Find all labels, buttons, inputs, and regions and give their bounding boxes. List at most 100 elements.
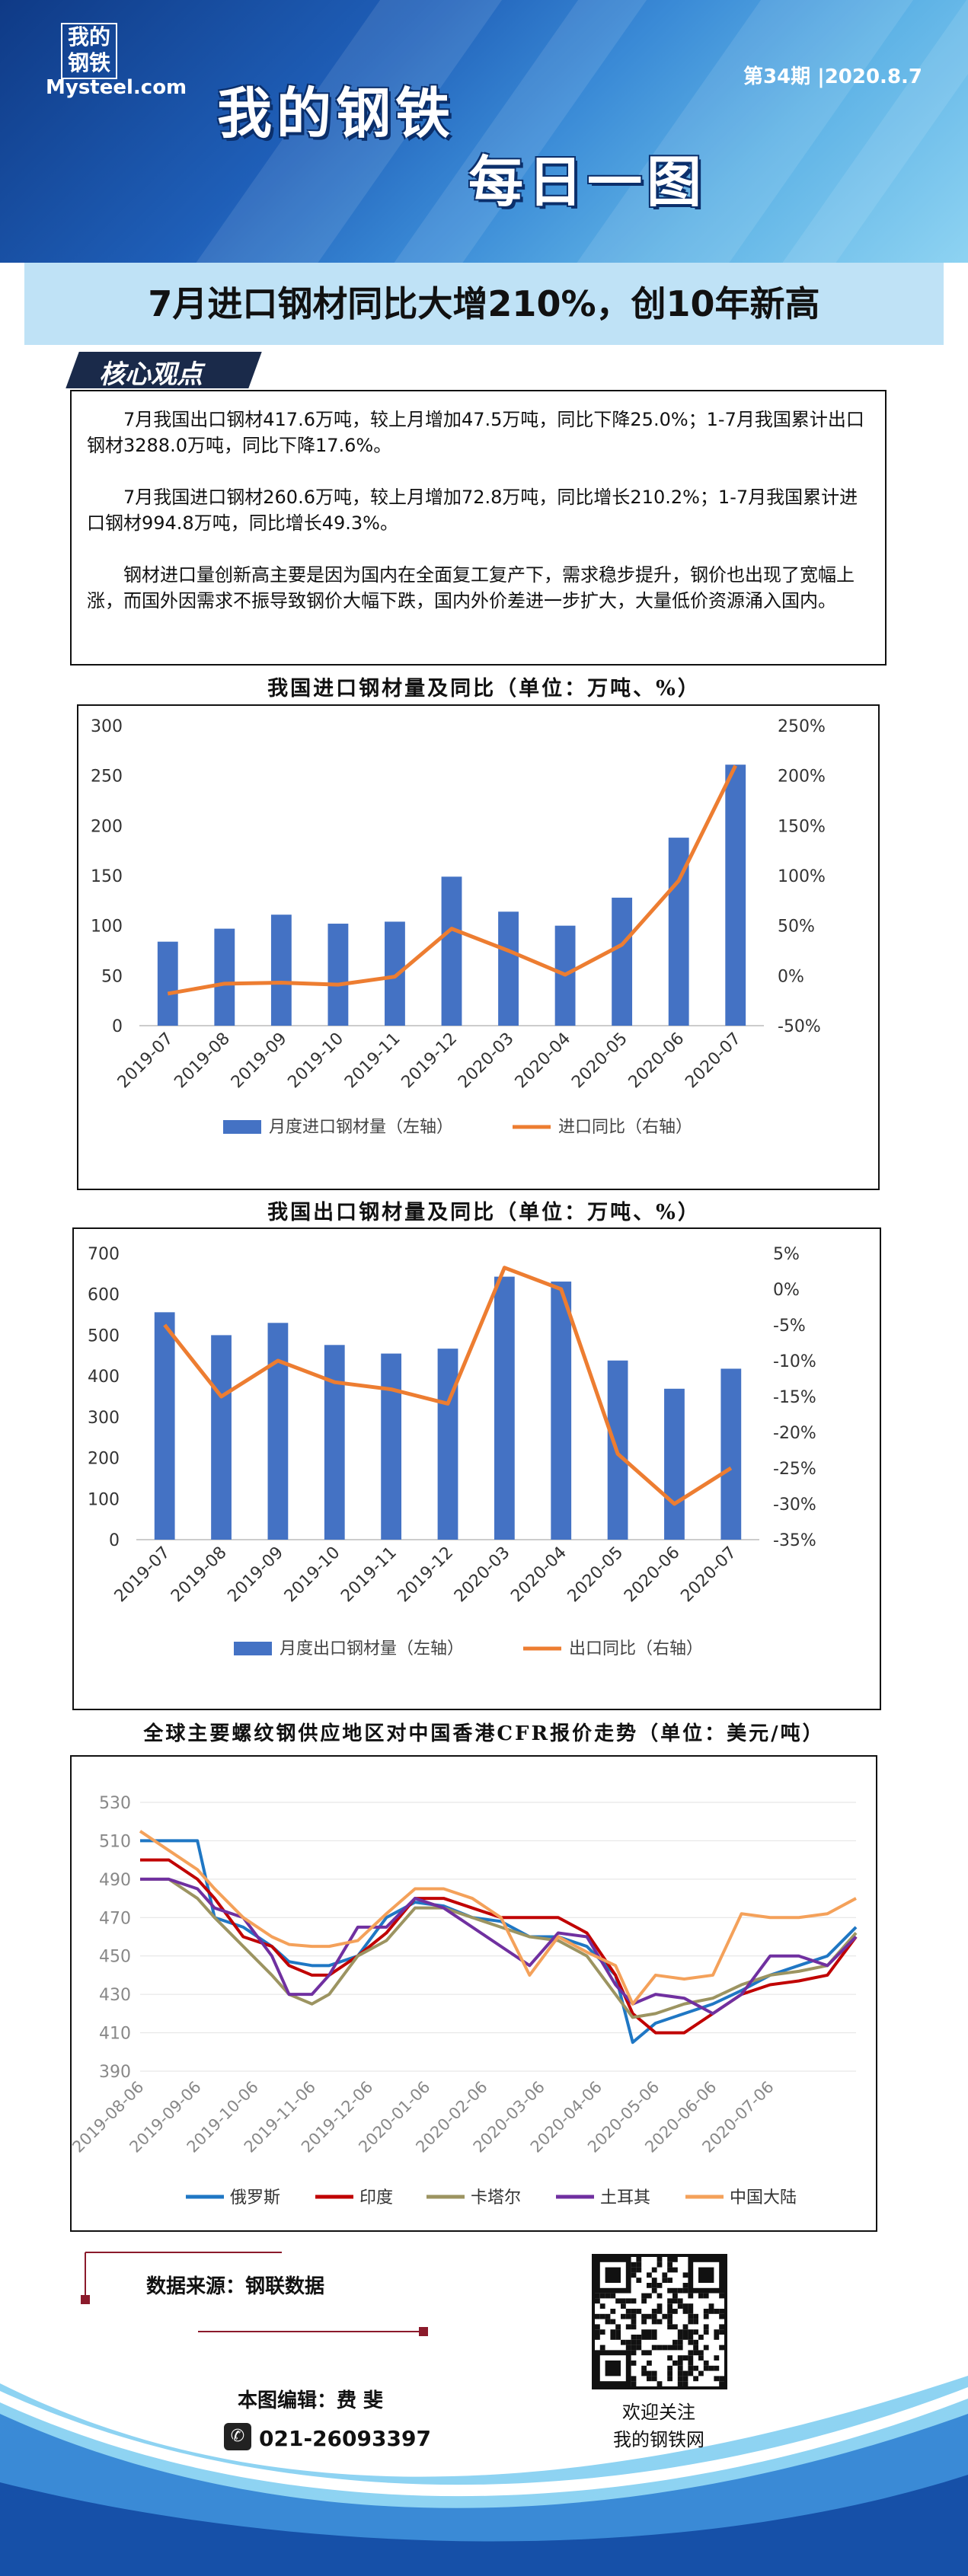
legend-line-label: 出口同比（右轴） <box>569 1639 703 1658</box>
x-tick-label: 2019-12 <box>395 1543 458 1607</box>
qr-finder-core <box>605 2361 621 2376</box>
y-left-tick-label: 600 <box>88 1286 120 1305</box>
qr-module <box>647 2350 652 2356</box>
qr-module <box>703 2365 709 2371</box>
qr-module <box>631 2345 637 2351</box>
qr-module <box>636 2335 642 2340</box>
bar <box>211 1335 232 1540</box>
x-tick-label: 2019-08 <box>168 1543 231 1607</box>
qr-module <box>693 2345 698 2351</box>
x-tick-label: 2020-07 <box>677 1543 740 1607</box>
qr-caption-2: 我的钢铁网 <box>613 2429 704 2450</box>
y-right-tick-label: -20% <box>773 1424 816 1443</box>
qr-module <box>667 2370 672 2376</box>
qr-module <box>677 2345 683 2351</box>
x-tick-label: 2020-03 <box>451 1543 514 1607</box>
qr-module <box>667 2267 672 2273</box>
qr-module <box>672 2293 678 2299</box>
qr-module <box>677 2365 683 2371</box>
qr-module <box>714 2309 720 2314</box>
logo-english: Mysteel.com <box>46 76 187 99</box>
x-tick-label: 2020-05 <box>564 1543 628 1607</box>
qr-module <box>647 2293 652 2299</box>
qr-module <box>698 2293 704 2299</box>
y-right-tick-label: -25% <box>773 1460 816 1479</box>
qr-module <box>672 2298 678 2304</box>
qr-module <box>647 2376 652 2382</box>
y-right-tick-label: 100% <box>778 867 826 886</box>
qr-module <box>595 2293 600 2299</box>
bar <box>441 876 462 1026</box>
core-paragraph-2: 7月我国进口钢材260.6万吨，较上月增加72.8万吨，同比增长210.2%；1… <box>87 487 858 534</box>
qr-module <box>688 2319 694 2325</box>
qr-module <box>667 2298 672 2304</box>
y-right-tick-label: -10% <box>773 1352 816 1371</box>
qr-module <box>677 2355 683 2361</box>
bar <box>437 1349 458 1540</box>
qr-module <box>631 2298 637 2304</box>
qr-module <box>667 2376 672 2382</box>
bar <box>267 1323 289 1540</box>
import-chart-frame: 0 50 100 150 200 250 300 -50% 0% 50% 100% 150% 200% 2… <box>77 704 880 1190</box>
qr-code[interactable] <box>592 2254 727 2389</box>
qr-module <box>631 2272 637 2278</box>
qr-module <box>625 2339 631 2345</box>
qr-module <box>677 2381 683 2386</box>
bar <box>664 1388 685 1540</box>
qr-module <box>672 2309 678 2314</box>
y-right-tick-label: 0% <box>773 1281 800 1300</box>
data-source: 数据来源：钢联数据 <box>146 2275 325 2298</box>
qr-module <box>621 2339 626 2345</box>
y-right-tick-label: 50% <box>778 918 815 937</box>
qr-module <box>631 2335 637 2340</box>
qr-module <box>719 2293 724 2299</box>
qr-module <box>703 2329 709 2335</box>
qr-module <box>682 2329 688 2335</box>
qr-module <box>714 2329 720 2335</box>
qr-module <box>621 2298 626 2304</box>
x-tick-label: 2019-10 <box>281 1543 344 1607</box>
qr-module <box>625 2345 631 2351</box>
qr-module <box>605 2313 611 2319</box>
qr-module <box>688 2355 694 2361</box>
qr-module <box>677 2298 683 2304</box>
bar <box>498 911 519 1026</box>
qr-module <box>595 2298 600 2304</box>
qr-module <box>651 2335 657 2340</box>
header-banner: 我的钢铁 Mysteel.com 第34期 |2020.8.7 我的钢铁 每日一… <box>0 0 968 263</box>
editor: 本图编辑：费 斐 <box>238 2389 384 2412</box>
qr-module <box>641 2335 647 2340</box>
qr-module <box>636 2309 642 2314</box>
qr-module <box>651 2267 657 2273</box>
y-tick-label: 410 <box>99 2025 131 2044</box>
qr-module <box>625 2309 631 2314</box>
qr-module <box>647 2370 652 2376</box>
bar <box>385 921 405 1026</box>
qr-module <box>667 2309 672 2314</box>
qr-module <box>599 2329 605 2335</box>
qr-module <box>703 2361 709 2366</box>
qr-module <box>688 2361 694 2366</box>
y-tick-label: 430 <box>99 1986 131 2005</box>
qr-module <box>610 2309 616 2314</box>
qr-module <box>693 2350 698 2356</box>
qr-module <box>703 2313 709 2319</box>
qr-module <box>657 2309 663 2314</box>
legend-bar-label: 月度出口钢材量（左轴） <box>280 1639 464 1658</box>
qr-module <box>631 2262 637 2268</box>
qr-module <box>703 2345 709 2351</box>
qr-module <box>688 2365 694 2371</box>
qr-module <box>647 2313 652 2319</box>
qr-module <box>647 2283 652 2288</box>
export-chart-title: 我国出口钢材量及同比（单位：万吨、%） <box>267 1201 701 1224</box>
qr-module <box>615 2329 621 2335</box>
x-tick-label: 2019-07 <box>111 1543 174 1607</box>
qr-module <box>662 2345 668 2351</box>
qr-module <box>595 2324 600 2330</box>
qr-module <box>625 2313 631 2319</box>
qr-module <box>621 2303 626 2309</box>
qr-module <box>682 2335 688 2340</box>
y-tick-label: 490 <box>99 1871 131 1890</box>
y-left-tick-label: 200 <box>91 817 123 836</box>
qr-module <box>651 2329 657 2335</box>
